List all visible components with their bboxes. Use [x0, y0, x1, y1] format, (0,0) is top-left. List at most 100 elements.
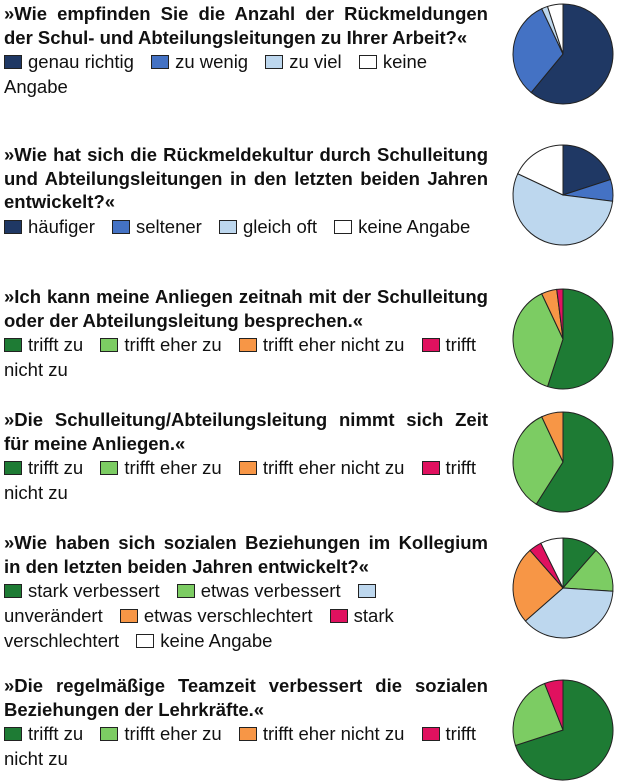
legend-label: etwas verschlechtert [143, 605, 313, 626]
legend-label: trifft eher zu [124, 334, 222, 355]
legend-label: unverändert [4, 605, 103, 626]
pie-slice [540, 537, 564, 589]
pie-slice [524, 587, 614, 639]
legend-label: keine Angabe [358, 215, 471, 237]
legend-label: zu viel [289, 51, 342, 72]
legend-item: stark verbessert [4, 580, 160, 601]
legend-swatch [329, 609, 348, 623]
question-block: »Die regelmäßige Teamzeit verbessert die… [4, 674, 488, 771]
legend-item: trifft eher zu [100, 457, 222, 478]
legend-label: zu wenig [175, 51, 249, 72]
legend-item: trifft zu [4, 457, 83, 478]
legend-swatch [100, 727, 119, 741]
legend-label: trifft nicht zu [4, 457, 477, 503]
legend-label: keine Angabe [160, 630, 273, 651]
pie-slice [556, 288, 564, 340]
legend-swatch [100, 338, 119, 352]
question-block: »Wie hat sich die Rückmeldekultur durch … [4, 143, 488, 239]
legend-item: trifft nicht zu [4, 457, 476, 503]
legend-item: trifft eher zu [100, 334, 222, 355]
pie-chart [512, 288, 614, 390]
legend-item: zu viel [265, 51, 342, 72]
legend-item: keine Angabe [334, 216, 470, 237]
legend-label: genau richtig [28, 51, 134, 72]
legend-item: etwas verschlechtert [119, 605, 313, 626]
pie-chart [512, 679, 614, 781]
legend-swatch [238, 461, 257, 475]
legend-item: trifft eher nicht zu [238, 723, 405, 744]
legend-item: trifft zu [4, 723, 83, 744]
legend-label: stark verbessert [28, 580, 160, 601]
pie-slice [541, 411, 564, 463]
pie-slice [514, 679, 614, 781]
legend-label: trifft eher nicht zu [262, 334, 405, 355]
legend: genau richtig zu wenig zu viel keine Ang… [4, 49, 488, 99]
legend-label: trifft eher nicht zu [262, 723, 405, 744]
pie-chart [512, 411, 614, 513]
legend: häufiger seltener gleich oft keine Angab… [4, 214, 488, 239]
question-block: »Die Schulleitung/Abteilungsleitung nimm… [4, 408, 488, 505]
question-title: »Wie haben sich sozialen Beziehungen im … [4, 532, 488, 577]
pie-slice [546, 288, 614, 390]
legend-swatch [4, 55, 22, 69]
legend-label: trifft nicht zu [4, 723, 477, 769]
question-block: »Wie haben sich sozialen Beziehungen im … [4, 531, 488, 653]
legend-swatch [119, 609, 138, 623]
question-title: »Wie hat sich die Rückmeldekultur durch … [4, 144, 488, 212]
legend-label: trifft nicht zu [4, 334, 477, 380]
legend-label: trifft zu [28, 723, 84, 744]
legend: trifft zu trifft eher zu trifft eher nic… [4, 721, 488, 771]
legend-item: unverändert [4, 580, 382, 626]
legend-swatch [4, 461, 22, 475]
legend-swatch [4, 584, 22, 598]
legend-label: trifft zu [28, 334, 84, 355]
legend-swatch [421, 338, 440, 352]
legend-item: trifft eher nicht zu [238, 457, 405, 478]
pie-slice [546, 3, 564, 55]
legend-swatch [136, 634, 155, 648]
legend-swatch [4, 338, 22, 352]
legend-item: seltener [112, 216, 202, 237]
pie-slice [562, 144, 612, 196]
legend-item: trifft nicht zu [4, 334, 476, 380]
legend-swatch [357, 584, 376, 598]
legend-label: keine Angabe [4, 51, 428, 97]
legend-swatch [238, 338, 257, 352]
question-title: »Die regelmäßige Teamzeit verbessert die… [4, 675, 488, 720]
legend-swatch [334, 219, 353, 234]
legend-swatch [358, 55, 377, 69]
legend-swatch [112, 219, 130, 234]
legend-label: stark verschlechtert [4, 605, 394, 651]
legend-label: seltener [136, 215, 202, 237]
pie-chart [512, 3, 614, 105]
legend-swatch [4, 727, 22, 741]
pie-slice [517, 144, 564, 196]
legend-swatch [151, 55, 170, 69]
pie-slice [512, 8, 564, 94]
legend-swatch [4, 219, 22, 234]
legend-item: trifft zu [4, 334, 83, 355]
legend-swatch [238, 727, 257, 741]
question-title: »Wie empfinden Sie die Anzahl der Rückme… [4, 3, 488, 48]
legend-swatch [218, 219, 237, 234]
legend-label: trifft eher nicht zu [262, 457, 405, 478]
legend-label: trifft eher zu [124, 457, 222, 478]
legend-item: keine Angabe [136, 630, 272, 651]
legend-label: trifft eher zu [124, 723, 222, 744]
pie-chart [512, 144, 614, 246]
legend-item: keine Angabe [4, 51, 427, 97]
legend: trifft zu trifft eher zu trifft eher nic… [4, 455, 488, 505]
legend-item: etwas verbessert [176, 580, 341, 601]
legend-item: genau richtig [4, 51, 134, 72]
legend-swatch [100, 461, 119, 475]
pie-slice [512, 173, 614, 246]
legend-item: häufiger [4, 216, 95, 237]
legend-item: trifft nicht zu [4, 723, 476, 769]
legend-label: trifft zu [28, 457, 84, 478]
pie-slice [512, 416, 564, 505]
question-block: »Wie empfinden Sie die Anzahl der Rückme… [4, 2, 488, 99]
legend: stark verbessert etwas verbessert unverä… [4, 578, 488, 653]
legend-swatch [421, 461, 440, 475]
legend-label: gleich oft [242, 215, 318, 237]
legend-swatch [421, 727, 440, 741]
